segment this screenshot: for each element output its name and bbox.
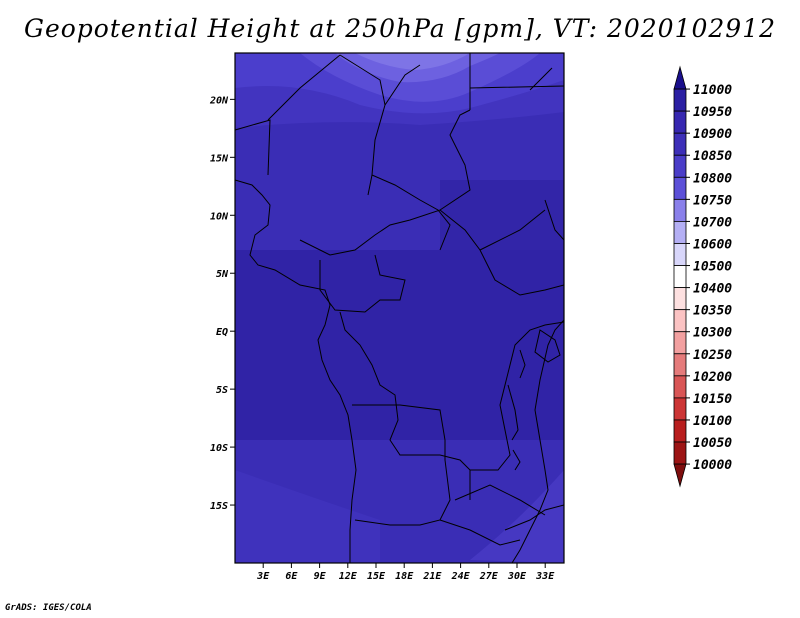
colorbar-label: 10000 — [693, 458, 732, 473]
x-tick-label: 24E — [451, 571, 471, 582]
chart-title: Geopotential Height at 250hPa [gpm], VT:… — [23, 14, 777, 43]
y-tick-label: 5S — [216, 385, 228, 396]
x-tick-label: 21E — [422, 571, 442, 582]
x-tick-label: 3E — [256, 571, 270, 582]
colorbar-top-triangle — [673, 65, 687, 90]
coastlines-borders — [235, 53, 564, 563]
colorbar-swatch — [673, 419, 687, 443]
congo-borders — [339, 311, 564, 471]
colorbar-label: 10500 — [693, 260, 732, 275]
x-tick-label: 6E — [285, 571, 298, 582]
colorbar-label: 10400 — [693, 282, 732, 297]
central-borders — [299, 209, 564, 313]
colorbar: 11000 10950 10900 10850 10800 10750 10700 10600… — [673, 65, 732, 488]
colorbar-label: 10750 — [693, 193, 732, 208]
colorbar-swatch — [673, 441, 687, 465]
x-tick-label: 9E — [314, 571, 327, 582]
lakes — [507, 329, 561, 471]
x-tick-label: 30E — [507, 571, 527, 582]
colorbar-label: 10300 — [693, 326, 732, 341]
colorbar-swatch — [673, 331, 687, 355]
y-tick-label: 5N — [216, 269, 229, 280]
x-axis-ticks: 3E 6E 9E 12E 15E 18E 21E 24E 27E 30E 33E — [256, 563, 555, 582]
colorbar-swatch — [673, 243, 687, 266]
y-tick-label: 10S — [210, 443, 228, 454]
colorbar-swatch — [673, 265, 687, 289]
colorbar-label: 11000 — [693, 83, 732, 98]
colorbar-swatch — [673, 198, 687, 222]
colorbar-label: 10950 — [693, 105, 732, 120]
colorbar-swatch — [673, 397, 687, 421]
colorbar-swatch — [673, 110, 687, 134]
x-tick-label: 12E — [339, 571, 358, 582]
colorbar-label: 10600 — [693, 237, 732, 252]
colorbar-label: 10050 — [693, 436, 732, 451]
map-frame — [234, 52, 565, 564]
colorbar-label: 10900 — [693, 127, 732, 142]
west-africa-coast — [235, 179, 357, 563]
colorbar-swatch — [673, 375, 687, 399]
niger-chad-border — [235, 109, 471, 251]
x-tick-label: 27E — [479, 571, 499, 582]
y-axis-ticks: 20N 15N 10N 5N EQ 5S 10S 15S — [209, 95, 235, 512]
y-tick-label: 20N — [209, 95, 229, 106]
map-field — [235, 53, 564, 563]
field-equator-band — [235, 250, 564, 440]
y-tick-label: EQ — [216, 327, 228, 338]
x-tick-label: 18E — [395, 571, 414, 582]
field-north-band-5 — [355, 53, 470, 70]
colorbar-swatch — [673, 88, 687, 112]
colorbar-swatch — [673, 154, 687, 178]
x-tick-label: 15E — [367, 571, 386, 582]
colorbar-label: 10250 — [693, 348, 732, 363]
y-tick-label: 10N — [210, 211, 229, 222]
y-tick-label: 15S — [210, 501, 228, 512]
colorbar-label: 10850 — [693, 149, 732, 164]
colorbar-swatch — [673, 309, 687, 333]
ethiopia-border — [479, 67, 564, 251]
colorbar-label: 10150 — [693, 392, 732, 407]
colorbar-swatch — [673, 221, 687, 244]
field-south-lighter — [235, 470, 380, 563]
grads-credit: GrADS: IGES/COLA — [5, 603, 92, 613]
colorbar-label: 10100 — [693, 414, 732, 429]
colorbar-label: 10350 — [693, 304, 732, 319]
colorbar-label: 10200 — [693, 370, 732, 385]
angola-borders — [352, 404, 451, 526]
colorbar-swatch — [673, 287, 687, 311]
sahara-borders — [267, 53, 564, 196]
colorbar-label: 10700 — [693, 215, 732, 230]
y-tick-label: 15N — [210, 153, 229, 164]
colorbar-bottom-triangle — [673, 463, 687, 488]
colorbar-label: 10800 — [693, 171, 732, 186]
colorbar-swatch — [673, 353, 687, 377]
colorbar-swatch — [673, 132, 687, 156]
field-southeast-lighter — [470, 470, 564, 563]
colorbar-swatch — [673, 176, 687, 200]
southern-borders — [439, 470, 564, 546]
east-coast — [511, 319, 564, 563]
x-tick-label: 33E — [535, 571, 555, 582]
